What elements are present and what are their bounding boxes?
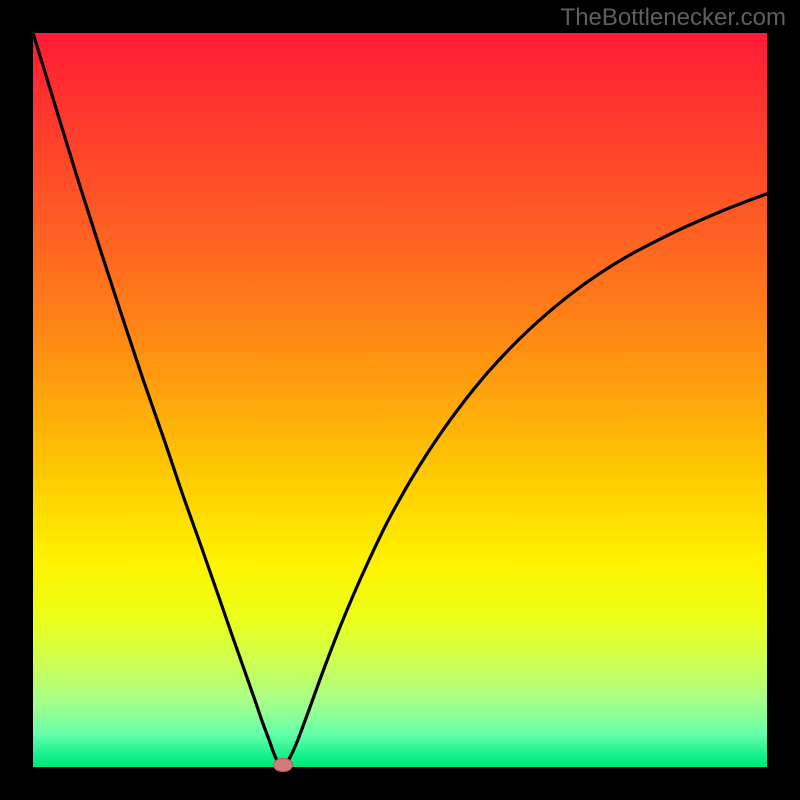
curve-layer xyxy=(0,0,800,800)
curve-right-branch xyxy=(285,194,767,765)
watermark-text: TheBottlenecker.com xyxy=(561,4,786,32)
chart-container: TheBottlenecker.com xyxy=(0,0,800,800)
optimum-marker xyxy=(273,758,293,772)
curve-left-branch xyxy=(33,33,281,765)
